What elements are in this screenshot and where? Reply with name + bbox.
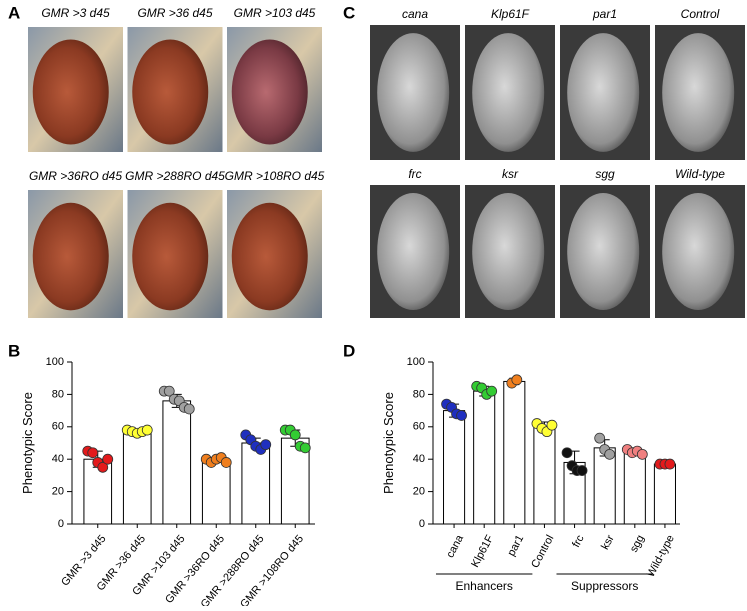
photo-caption: GMR >36 d45 [137,6,212,20]
bar [122,431,152,525]
y-tick-label: 100 [46,356,64,368]
photo-caption: GMR >108RO d45 [225,169,325,183]
data-point [220,457,232,468]
bar [241,442,271,525]
y-tick-label: 80 [52,388,64,400]
photo-caption: GMR >3 d45 [41,6,110,20]
data-point [183,403,195,415]
eye [231,202,308,311]
eye [377,33,450,152]
bar [201,460,231,525]
data-point [141,424,153,436]
eye [662,192,735,311]
photo-caption: GMR >288RO d45 [125,169,225,183]
photo-caption: GMR >103 d45 [234,6,316,20]
photo-caption: par1 [592,7,617,21]
y-tick-label: 0 [58,518,64,530]
eye [377,192,450,311]
x-tick-label: cana [444,532,466,559]
data-point [87,447,99,459]
bar [443,410,466,525]
y-tick-label: 20 [52,486,64,498]
eye [231,39,308,145]
photo-caption: cana [402,7,428,21]
x-tick-label: Wild-type [645,533,677,579]
y-tick-label: 80 [413,388,425,400]
group-label: Suppressors [571,579,638,593]
bar [653,463,676,525]
panel-label: D [343,341,355,360]
eye [567,33,640,152]
photo-caption: ksr [502,167,519,181]
data-point [664,458,676,470]
bar [473,390,496,525]
data-point [456,410,467,421]
data-point [102,453,114,465]
x-tick-label: frc [570,533,587,550]
eye [132,202,209,311]
y-axis-label: Phenotypic Score [20,392,35,494]
eye [32,202,109,311]
eye [472,33,545,152]
y-tick-label: 60 [52,421,64,433]
photo-caption: frc [408,167,421,181]
data-point [260,439,272,451]
x-tick-label: Klp61F [469,533,496,570]
y-tick-label: 100 [407,356,425,368]
eye [662,33,735,152]
photo-caption: sgg [595,167,615,181]
data-point [636,448,648,460]
group-label: Enhancers [456,579,513,593]
data-point [561,447,573,459]
data-point [576,465,588,476]
y-tick-label: 60 [413,421,425,433]
y-tick-label: 20 [413,486,425,498]
eye [132,39,209,145]
photo-caption: GMR >36RO d45 [29,169,122,183]
y-tick-label: 40 [413,453,425,465]
data-point [299,442,311,454]
y-tick-label: 0 [419,518,425,530]
bar [162,400,192,525]
bar [623,450,646,525]
bar [593,447,616,525]
eye [567,192,640,311]
eye [32,39,109,145]
photo-caption: Control [681,7,720,21]
x-tick-label: Control [529,533,556,570]
panel-label: A [8,3,20,22]
data-point [163,385,175,397]
panel-label: C [343,3,355,22]
data-point [594,432,606,444]
data-point [486,385,498,397]
eye [472,192,545,311]
y-tick-label: 40 [52,453,64,465]
x-tick-label: ksr [599,533,617,552]
bar [503,380,526,525]
data-point [546,419,558,431]
data-point [289,429,301,441]
bar [533,426,556,525]
panel-label: B [8,341,20,360]
x-tick-label: sgg [628,533,647,554]
y-axis-label: Phenotypic Score [381,392,396,494]
data-point [511,374,523,386]
data-point [97,461,109,473]
x-tick-label: par1 [505,533,526,558]
data-point [604,448,616,460]
photo-caption: Wild-type [675,167,725,181]
photo-caption: Klp61F [491,7,530,21]
